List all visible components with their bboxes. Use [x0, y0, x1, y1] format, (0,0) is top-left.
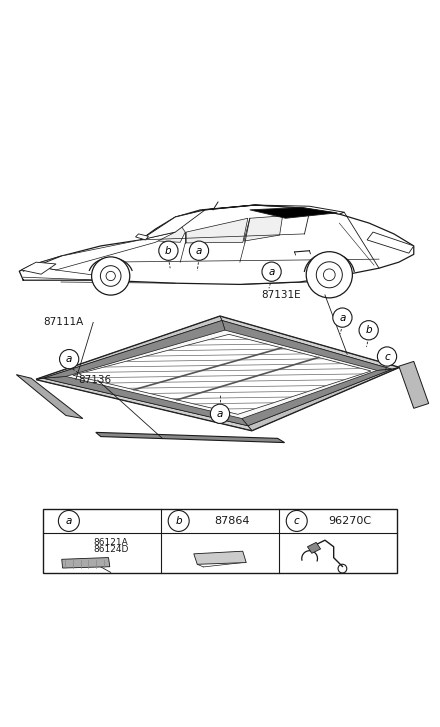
Text: a: a: [66, 354, 72, 364]
Circle shape: [359, 321, 378, 340]
Circle shape: [168, 510, 189, 531]
Polygon shape: [43, 377, 248, 426]
Text: a: a: [268, 267, 275, 277]
Text: c: c: [384, 351, 390, 361]
Circle shape: [159, 241, 178, 260]
Polygon shape: [36, 378, 252, 430]
Polygon shape: [308, 542, 321, 553]
Polygon shape: [186, 218, 248, 243]
Polygon shape: [62, 558, 110, 568]
Text: b: b: [176, 516, 182, 526]
Circle shape: [59, 510, 79, 531]
Polygon shape: [248, 367, 399, 430]
Polygon shape: [21, 262, 56, 274]
Circle shape: [306, 252, 352, 298]
Circle shape: [210, 404, 230, 423]
Circle shape: [333, 308, 352, 327]
Polygon shape: [367, 232, 414, 253]
Circle shape: [262, 262, 281, 281]
Text: 87111A: 87111A: [43, 318, 83, 327]
Polygon shape: [96, 433, 285, 443]
Bar: [43, 509, 397, 574]
Text: b: b: [365, 325, 372, 335]
Text: c: c: [294, 516, 300, 526]
Polygon shape: [36, 316, 399, 430]
Circle shape: [378, 347, 396, 366]
Polygon shape: [175, 205, 344, 217]
Text: b: b: [165, 246, 172, 256]
Text: 96270C: 96270C: [328, 516, 371, 526]
Polygon shape: [222, 321, 392, 371]
Circle shape: [286, 510, 307, 531]
Text: 86121A: 86121A: [93, 537, 128, 547]
Polygon shape: [220, 316, 399, 369]
Text: 87136: 87136: [78, 375, 111, 385]
Polygon shape: [244, 216, 282, 241]
Polygon shape: [250, 207, 337, 218]
Text: a: a: [339, 313, 345, 323]
Text: a: a: [196, 246, 202, 256]
Polygon shape: [194, 551, 246, 564]
Polygon shape: [140, 217, 185, 242]
Circle shape: [59, 350, 79, 369]
Polygon shape: [136, 234, 148, 240]
Circle shape: [189, 241, 209, 260]
Text: 87864: 87864: [214, 516, 249, 526]
Text: a: a: [217, 409, 223, 419]
Polygon shape: [31, 232, 175, 270]
Polygon shape: [140, 210, 205, 240]
Text: a: a: [66, 516, 72, 526]
Circle shape: [92, 257, 130, 295]
Polygon shape: [73, 334, 371, 414]
Polygon shape: [43, 321, 225, 378]
Polygon shape: [16, 374, 83, 419]
Text: 86124D: 86124D: [93, 545, 128, 554]
Polygon shape: [399, 361, 429, 409]
Polygon shape: [36, 316, 222, 379]
Polygon shape: [242, 369, 392, 426]
Text: 87131E: 87131E: [261, 290, 301, 300]
